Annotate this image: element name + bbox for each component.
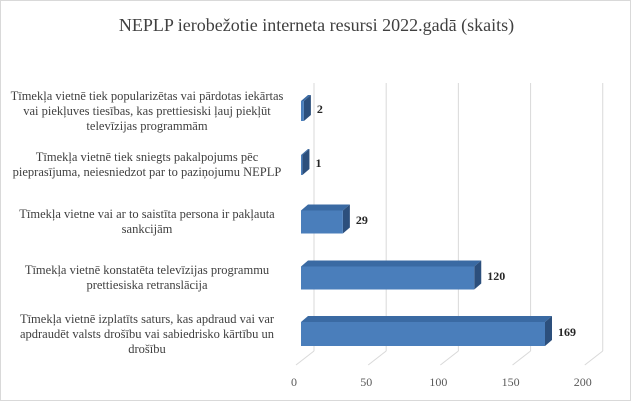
bar-side — [474, 260, 482, 290]
bar-top — [301, 204, 350, 211]
bar-top — [301, 149, 310, 155]
gridline-floor — [440, 350, 459, 366]
category-label: Tīmekļa vietnē konstatēta televīzijas pr… — [24, 263, 270, 292]
bar-top — [301, 316, 552, 322]
data-label: 169 — [558, 325, 576, 339]
x-tick-label: 200 — [574, 375, 592, 389]
x-tick-label: 0 — [291, 375, 297, 389]
x-tick-label: 150 — [502, 375, 520, 389]
data-label: 2 — [317, 102, 323, 116]
data-label: 29 — [356, 213, 368, 227]
bar-top — [301, 260, 482, 267]
bar — [301, 101, 304, 121]
category-label: Tīmekļa vietne vai ar to saistīta person… — [19, 207, 275, 236]
gridline-floor — [512, 350, 531, 366]
bar-side — [342, 204, 350, 234]
bar-side — [303, 95, 311, 121]
bar-side — [302, 149, 310, 175]
category-label: Tīmekļa vietnē tiek sniegts pakalpojums … — [12, 150, 282, 179]
bar — [301, 266, 475, 290]
chart-title: NEPLP ierobežotie interneta resursi 2022… — [118, 15, 515, 35]
data-label: 1 — [315, 156, 321, 170]
x-tick-label: 50 — [360, 375, 372, 389]
bar-top — [301, 95, 311, 101]
bar — [301, 322, 545, 346]
gridline-floor — [295, 350, 315, 366]
bar-side — [545, 316, 552, 346]
bar — [301, 155, 303, 175]
category-label: Tīmekļa vietnē tiek popularizētas vai pā… — [10, 88, 284, 133]
x-tick-label: 100 — [429, 375, 447, 389]
gridline-floor — [584, 350, 604, 366]
bar — [301, 210, 343, 234]
data-label: 120 — [487, 269, 505, 283]
gridline-floor — [367, 350, 387, 366]
category-label: Tīmekļa vietnē izplatīts saturs, kas apd… — [19, 311, 275, 356]
